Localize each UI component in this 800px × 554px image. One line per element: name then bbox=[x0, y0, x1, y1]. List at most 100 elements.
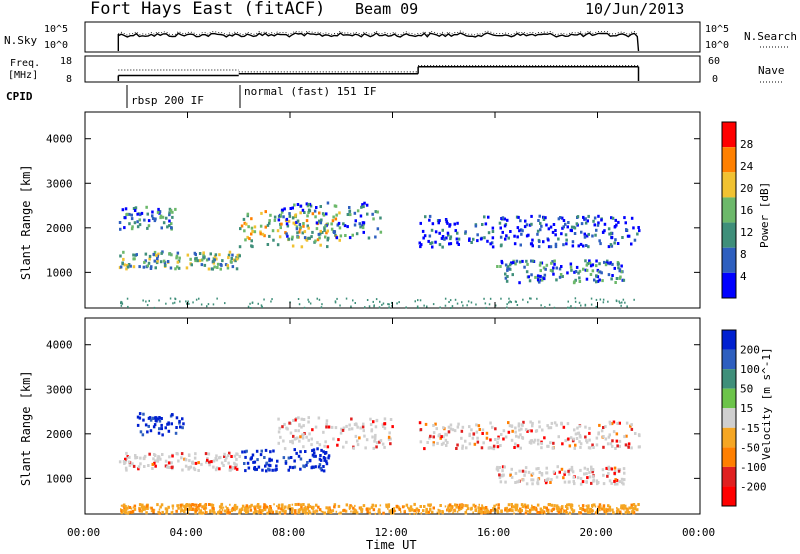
cell-5-61 bbox=[510, 261, 513, 265]
cell-4-69 bbox=[451, 428, 455, 432]
cell-1-88 bbox=[268, 457, 271, 461]
cell-5-27 bbox=[611, 274, 614, 277]
cell-4-37 bbox=[430, 241, 434, 245]
cell-3-102 bbox=[356, 209, 360, 213]
cell-2-94 bbox=[307, 236, 310, 240]
cell-2-27 bbox=[243, 229, 246, 233]
cell-4-130 bbox=[562, 219, 566, 222]
cell-4-114 bbox=[476, 436, 479, 440]
date-title: 10/Jun/2013 bbox=[585, 0, 684, 18]
cell-3-14 bbox=[285, 217, 289, 221]
cell-4-136 bbox=[449, 235, 453, 239]
cell-6-307 bbox=[608, 505, 612, 509]
speck-92 bbox=[180, 510, 182, 513]
cell-4-34 bbox=[453, 222, 456, 226]
cell-0-62 bbox=[189, 257, 192, 261]
cell-3-72 bbox=[376, 210, 379, 214]
cell-6-391 bbox=[536, 511, 539, 514]
cell-6-310 bbox=[429, 507, 432, 511]
cell-3-13 bbox=[305, 202, 309, 206]
cell-6-312 bbox=[517, 509, 520, 513]
cell-3-113 bbox=[302, 418, 306, 421]
cell-6-388 bbox=[439, 504, 442, 507]
cell-2-88 bbox=[175, 452, 178, 455]
speck-83 bbox=[567, 300, 569, 303]
speck-71 bbox=[567, 306, 569, 309]
cell-3-98 bbox=[348, 236, 352, 240]
cell-5-42 bbox=[617, 266, 620, 270]
speck-109 bbox=[452, 511, 454, 514]
speck-126 bbox=[429, 509, 431, 512]
cell-5-72 bbox=[526, 262, 529, 266]
cell-4-117 bbox=[597, 432, 600, 436]
cell-3-110 bbox=[341, 428, 345, 432]
cell-0-37 bbox=[149, 418, 153, 422]
cell-5-89 bbox=[525, 482, 529, 486]
cell-3-118 bbox=[388, 431, 391, 435]
cell-4-196 bbox=[472, 237, 475, 241]
cell-4-213 bbox=[564, 233, 568, 237]
cell-4-73 bbox=[448, 223, 452, 227]
ytick-label-1: 2000 bbox=[46, 222, 73, 235]
cell-4-174 bbox=[435, 427, 438, 431]
cell-3-11 bbox=[310, 443, 313, 447]
cell-6-163 bbox=[556, 509, 559, 513]
cell-2-92 bbox=[311, 230, 314, 234]
cell-1-35 bbox=[272, 449, 275, 453]
cell-4-76 bbox=[491, 245, 495, 249]
cell-3-96 bbox=[363, 434, 366, 438]
cell-0-4 bbox=[205, 258, 209, 262]
velocity-panel-frame bbox=[84, 317, 701, 515]
cell-5-81 bbox=[535, 467, 538, 471]
cell-5-134 bbox=[530, 273, 533, 277]
cell-6-477 bbox=[429, 503, 432, 507]
cell-6-294 bbox=[194, 511, 197, 515]
cell-1-45 bbox=[131, 225, 134, 229]
cell-1-14 bbox=[313, 451, 316, 455]
cell-5-93 bbox=[585, 480, 588, 484]
cell-4-182 bbox=[531, 424, 534, 428]
cell-4-235 bbox=[468, 238, 471, 242]
cell-3-106 bbox=[379, 216, 382, 220]
cell-4-119 bbox=[439, 436, 442, 440]
cell-5-92 bbox=[570, 468, 574, 472]
speck-60 bbox=[627, 508, 629, 511]
cell-6-102 bbox=[177, 506, 180, 510]
cell-4-216 bbox=[616, 444, 619, 448]
cell-3-24 bbox=[302, 222, 305, 225]
cell-6-225 bbox=[427, 510, 430, 514]
cell-4-193 bbox=[443, 237, 446, 241]
cell-0-119 bbox=[186, 253, 190, 257]
cell-3-99 bbox=[348, 209, 352, 213]
cell-5-136 bbox=[549, 268, 553, 272]
cell-5-14 bbox=[608, 479, 612, 483]
cell-4-24 bbox=[514, 442, 517, 446]
cell-3-62 bbox=[296, 219, 300, 223]
nsky-trace bbox=[117, 30, 640, 52]
speck-28 bbox=[143, 505, 146, 508]
cell-5-83 bbox=[579, 477, 583, 481]
cell-1-17 bbox=[299, 457, 303, 461]
cell-2-24 bbox=[259, 224, 263, 228]
cell-2-0 bbox=[286, 224, 290, 228]
cell-5-74 bbox=[539, 269, 542, 273]
cell-4-51 bbox=[570, 225, 574, 229]
cell-0-0 bbox=[158, 419, 162, 423]
cell-5-4 bbox=[514, 262, 517, 266]
cell-6-120 bbox=[633, 507, 637, 511]
cell-6-365 bbox=[226, 511, 229, 515]
cell-0-77 bbox=[212, 261, 216, 265]
speck-67 bbox=[461, 301, 463, 304]
speck-97 bbox=[509, 300, 511, 303]
cell-2-81 bbox=[259, 232, 262, 236]
cell-2-123 bbox=[161, 453, 164, 456]
cell-5-87 bbox=[525, 270, 529, 274]
cell-6-435 bbox=[329, 511, 333, 514]
cell-2-64 bbox=[131, 462, 134, 466]
cell-2-16 bbox=[269, 213, 272, 217]
cell-4-27 bbox=[494, 427, 497, 431]
cell-4-222 bbox=[593, 216, 597, 220]
cell-4-217 bbox=[638, 229, 641, 233]
cell-6-430 bbox=[455, 505, 458, 509]
